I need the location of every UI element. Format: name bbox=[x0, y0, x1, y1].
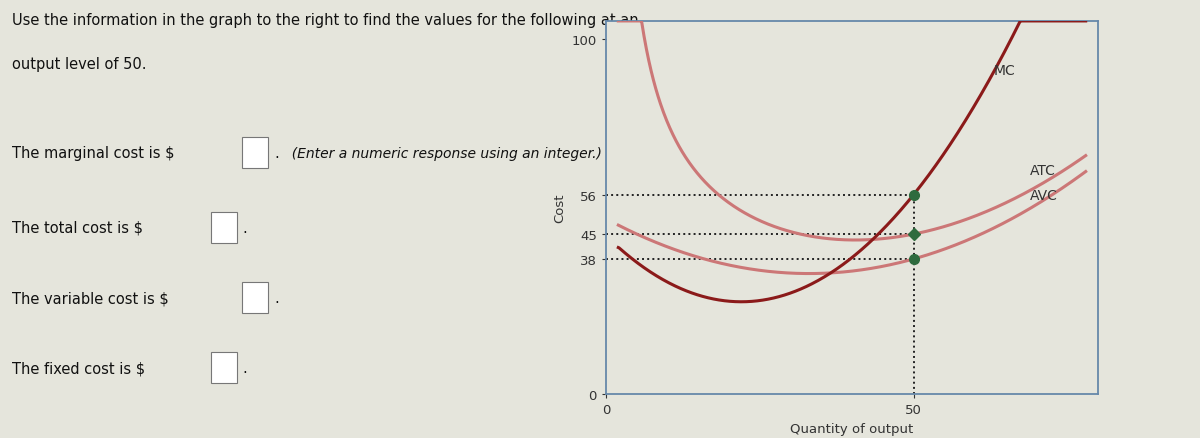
Text: MC: MC bbox=[994, 64, 1015, 78]
Text: .: . bbox=[242, 360, 247, 375]
Text: (Enter a numeric response using an integer.): (Enter a numeric response using an integ… bbox=[283, 146, 601, 160]
FancyBboxPatch shape bbox=[242, 138, 269, 169]
Text: ATC: ATC bbox=[1031, 163, 1056, 177]
X-axis label: Quantity of output: Quantity of output bbox=[791, 422, 913, 434]
Text: The marginal cost is $: The marginal cost is $ bbox=[12, 146, 174, 161]
Y-axis label: Cost: Cost bbox=[553, 193, 566, 223]
Text: AVC: AVC bbox=[1031, 188, 1058, 202]
Text: output level of 50.: output level of 50. bbox=[12, 57, 146, 72]
Text: .: . bbox=[274, 146, 278, 161]
Text: The variable cost is $: The variable cost is $ bbox=[12, 290, 168, 305]
Text: Use the information in the graph to the right to find the values for the followi: Use the information in the graph to the … bbox=[12, 13, 638, 28]
Text: .: . bbox=[274, 290, 278, 305]
Text: .: . bbox=[242, 220, 247, 235]
Text: The total cost is $: The total cost is $ bbox=[12, 220, 143, 235]
FancyBboxPatch shape bbox=[211, 212, 236, 243]
Text: The fixed cost is $: The fixed cost is $ bbox=[12, 360, 145, 375]
FancyBboxPatch shape bbox=[242, 283, 269, 313]
FancyBboxPatch shape bbox=[211, 353, 236, 383]
